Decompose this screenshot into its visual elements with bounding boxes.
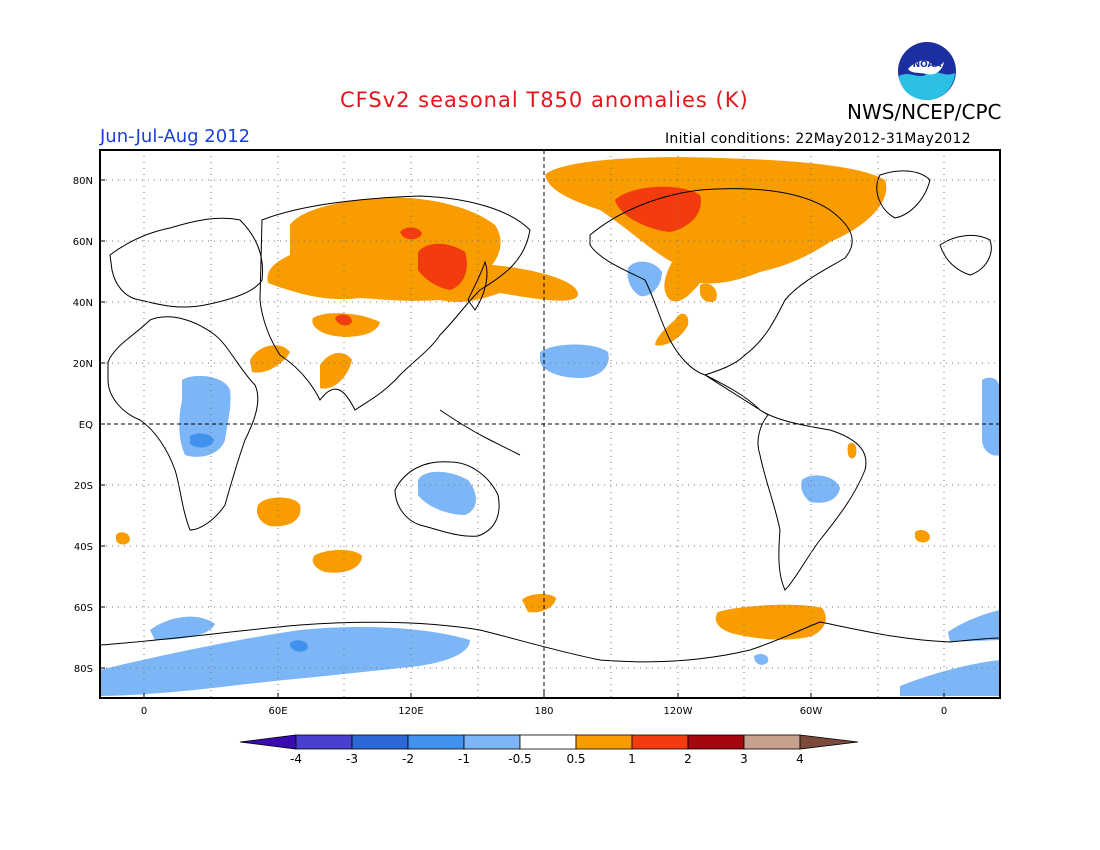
lon-label: 60E	[268, 706, 287, 717]
organization-label: NWS/NCEP/CPC	[847, 100, 1002, 124]
colorbar	[239, 734, 859, 750]
colorbar-label: 0.5	[566, 752, 585, 766]
colorbar-label: -2	[402, 752, 414, 766]
colorbar-label: 3	[740, 752, 748, 766]
colorbar-labels: -4 -3 -2 -1 -0.5 0.5 1 2 3 4	[290, 752, 804, 766]
forecast-period: Jun-Jul-Aug 2012	[100, 126, 251, 147]
reference-lines	[100, 150, 1000, 698]
colorbar-arrow-high	[799, 734, 859, 750]
colorbar-label: -1	[458, 752, 470, 766]
logo-text: NOAA	[913, 60, 942, 70]
warm-region-arabia	[250, 345, 290, 373]
colorbar-label: 1	[628, 752, 636, 766]
lon-label: 0	[141, 706, 147, 717]
cool-region-antarctica-indian	[100, 627, 470, 696]
strong-warm-region-central-asia	[335, 314, 352, 326]
strong-cool-region-antarctica	[290, 640, 308, 652]
colorbar-label: -3	[346, 752, 358, 766]
warm-region-south-america-small	[847, 442, 857, 459]
colorbar-cell	[351, 734, 409, 750]
warm-anomaly-regions	[116, 157, 930, 640]
latitude-labels: 80N 60N 40N 20N EQ 20S 40S 60S 80S	[73, 176, 93, 675]
noaa-logo-icon: NOAA	[897, 41, 957, 101]
cool-region-atlantic-east	[982, 377, 1000, 456]
cool-region-australia	[418, 471, 476, 515]
warm-region-south-pacific-antarctic	[715, 604, 826, 640]
lat-label: 60N	[73, 237, 93, 248]
lat-label: 40S	[74, 542, 93, 553]
cool-region-brazil	[801, 475, 840, 503]
strong-cool-region-africa	[190, 433, 214, 448]
lon-label: 60W	[800, 706, 823, 717]
cool-anomaly-regions	[100, 261, 1000, 696]
warm-region-india	[320, 353, 352, 389]
colorbar-cell	[519, 734, 577, 750]
colorbar-cell	[687, 734, 745, 750]
lat-label: 20S	[74, 481, 93, 492]
colorbar-cell	[295, 734, 353, 750]
colorbar-cell	[743, 734, 801, 750]
warm-region-north-america	[545, 157, 887, 302]
lat-label: 40N	[73, 298, 93, 309]
lat-label: 60S	[74, 603, 93, 614]
warm-region-southern-ocean-1	[312, 549, 362, 573]
cool-region-antarctica-2	[150, 616, 215, 640]
colorbar-label: 2	[684, 752, 692, 766]
cool-region-antarctica-atlantic-2	[948, 610, 1000, 642]
colorbar-cell	[575, 734, 633, 750]
lat-label: 80N	[73, 176, 93, 187]
cool-region-antarctica-atlantic	[900, 660, 1000, 696]
coastlines	[99, 170, 1001, 663]
longitude-labels: 0 60E 120E 180 120W 60W 0	[141, 706, 947, 717]
colorbar-label: -0.5	[508, 752, 531, 766]
cool-region-central-pacific	[540, 344, 609, 378]
lon-label: 120W	[664, 706, 693, 717]
colorbar-label: 4	[796, 752, 804, 766]
warm-region-small-1	[116, 532, 130, 545]
graticule	[100, 150, 1000, 698]
warm-region-south-indian-ocean	[256, 497, 301, 527]
lat-label: EQ	[79, 420, 93, 431]
warm-region-us-central	[700, 283, 717, 303]
cool-region-small	[754, 654, 769, 665]
strong-warm-region-canada	[615, 186, 701, 232]
strong-warm-region-east-asia	[418, 243, 467, 290]
colorbar-cell	[407, 734, 465, 750]
warm-region-us-west	[655, 313, 689, 346]
strong-warm-region-siberia	[400, 227, 422, 240]
chart-title: CFSv2 seasonal T850 anomalies (K)	[340, 88, 749, 112]
lon-label: 120E	[398, 706, 423, 717]
colorbar-arrow-low	[239, 734, 297, 750]
lat-label: 20N	[73, 359, 93, 370]
cool-region-north-pacific	[627, 261, 662, 297]
colorbar-cell	[631, 734, 689, 750]
lon-label: 0	[941, 706, 947, 717]
axis-ticks	[100, 179, 945, 698]
lon-label: 180	[534, 706, 553, 717]
initial-conditions: Initial conditions: 22May2012-31May2012	[665, 131, 971, 147]
colorbar-label: -4	[290, 752, 302, 766]
lat-label: 80S	[74, 664, 93, 675]
warm-region-small-2	[915, 530, 930, 543]
warm-region-southern-ocean-2	[522, 594, 556, 613]
colorbar-cell	[463, 734, 521, 750]
